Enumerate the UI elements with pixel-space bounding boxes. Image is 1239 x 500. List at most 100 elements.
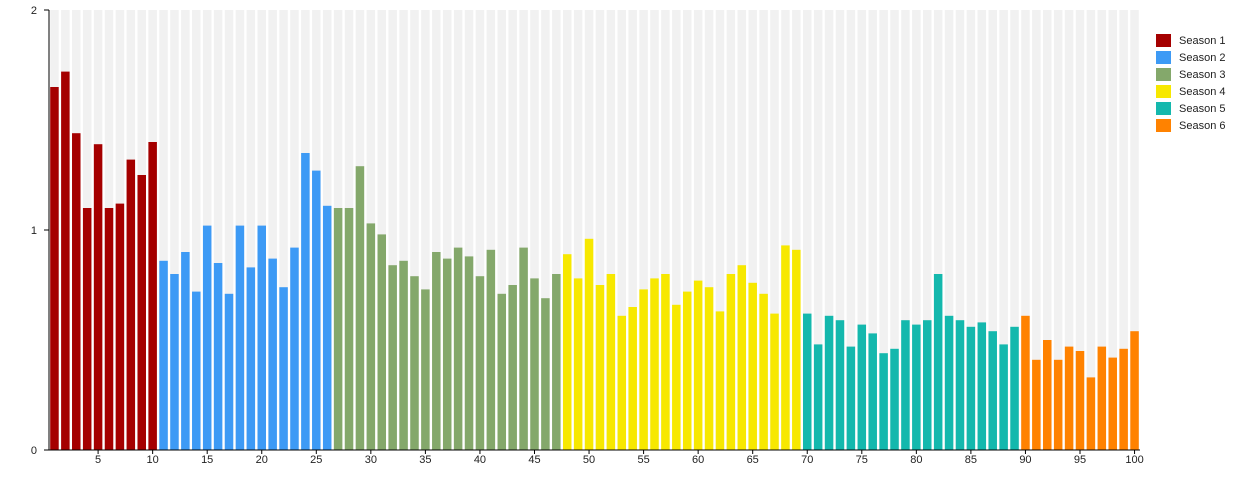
background-stripe [181, 10, 190, 450]
bar [453, 247, 463, 450]
bar [661, 274, 670, 450]
bar [977, 322, 987, 450]
bar [279, 287, 288, 450]
background-stripe [835, 10, 845, 450]
bar [432, 252, 441, 450]
bar [333, 208, 343, 450]
background-stripe [879, 10, 888, 450]
x-tick-label: 45 [528, 454, 540, 466]
background-stripe [933, 10, 943, 450]
background-stripe [432, 10, 441, 450]
bar [530, 278, 539, 450]
bar [1032, 359, 1041, 450]
background-stripe [617, 10, 627, 450]
background-stripe [1119, 10, 1128, 450]
background-stripe [1108, 10, 1117, 450]
bar [442, 258, 452, 450]
background-stripe [562, 10, 572, 450]
legend: Season 1 Season 2 Season 3 Season 4 Season 5… [1156, 32, 1225, 134]
legend-item: Season 6 [1156, 117, 1225, 134]
bar [148, 142, 157, 450]
legend-item: Season 1 [1156, 32, 1225, 49]
x-tick-label: 50 [583, 454, 595, 466]
bar [562, 254, 572, 450]
bar [290, 247, 299, 450]
x-tick-label: 25 [310, 454, 322, 466]
legend-swatch [1156, 34, 1171, 47]
bar [366, 223, 376, 450]
background-stripe [508, 10, 517, 450]
bar [846, 346, 856, 450]
x-tick-label: 75 [856, 454, 868, 466]
background-stripe [770, 10, 779, 450]
legend-swatch [1156, 68, 1171, 81]
bar [377, 234, 387, 450]
background-stripe [279, 10, 288, 450]
bar [1119, 348, 1128, 450]
bar [224, 293, 234, 450]
legend-item: Season 5 [1156, 100, 1225, 117]
bar [726, 274, 736, 450]
background-stripe [890, 10, 899, 450]
bar [770, 313, 779, 450]
x-tick-label: 85 [965, 454, 977, 466]
bar [202, 225, 212, 450]
background-stripe [388, 10, 397, 450]
bar [137, 175, 146, 450]
bar [617, 315, 627, 450]
bar [159, 260, 168, 450]
background-stripe [421, 10, 430, 450]
background-stripe [977, 10, 987, 450]
bar [257, 225, 266, 450]
background-stripe [824, 10, 834, 450]
bar [628, 307, 637, 450]
background-stripe [573, 10, 583, 450]
bar [552, 274, 561, 450]
bar [857, 324, 867, 450]
bar [61, 71, 70, 450]
background-stripe [802, 10, 812, 450]
legend-item: Season 2 [1156, 49, 1225, 66]
bar [999, 344, 1008, 450]
background-stripe [410, 10, 419, 450]
bar [1097, 346, 1107, 450]
bar [923, 320, 932, 450]
y-tick-label: 0 [31, 445, 37, 457]
background-stripe [639, 10, 648, 450]
background-stripe [1021, 10, 1030, 450]
background-stripe [715, 10, 725, 450]
background-stripe [519, 10, 528, 450]
background-stripe [944, 10, 954, 450]
bar [126, 159, 136, 450]
bar [399, 260, 408, 450]
bar [835, 320, 845, 450]
background-stripe [726, 10, 736, 450]
x-tick-label: 5 [95, 454, 101, 466]
background-stripe [923, 10, 932, 450]
x-tick-label: 70 [801, 454, 813, 466]
background-stripe [268, 10, 277, 450]
bar [421, 289, 430, 450]
background-stripe [442, 10, 452, 450]
background-stripe [1053, 10, 1063, 450]
bar [1043, 340, 1052, 450]
bar [606, 274, 616, 450]
bar [639, 289, 648, 450]
x-tick-label: 80 [910, 454, 922, 466]
bar [497, 293, 507, 450]
background-stripe [159, 10, 168, 450]
bar [955, 320, 965, 450]
background-stripe [955, 10, 965, 450]
background-stripe [170, 10, 179, 450]
legend-label: Season 2 [1179, 51, 1226, 64]
background-stripe [213, 10, 223, 450]
background-stripe [377, 10, 387, 450]
bar [1064, 346, 1074, 450]
background-stripe [497, 10, 507, 450]
bar [693, 280, 703, 450]
bar [933, 274, 943, 450]
legend-label: Season 6 [1179, 119, 1226, 132]
background-stripe [682, 10, 692, 450]
background-stripe [606, 10, 616, 450]
bar [759, 293, 768, 450]
